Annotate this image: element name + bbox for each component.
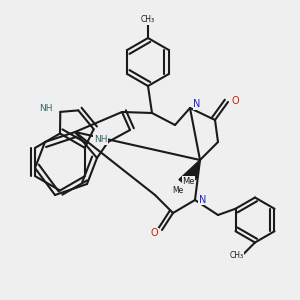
Text: CH₃: CH₃: [230, 250, 244, 260]
Text: O: O: [231, 250, 238, 260]
Text: NH: NH: [94, 135, 107, 144]
Text: O: O: [232, 96, 239, 106]
Polygon shape: [179, 160, 200, 184]
Text: N: N: [193, 99, 200, 109]
Polygon shape: [188, 160, 200, 180]
Text: N: N: [199, 195, 206, 205]
Text: NH: NH: [39, 104, 53, 113]
Text: CH₃: CH₃: [141, 15, 155, 24]
Text: O: O: [151, 228, 158, 238]
Text: Me: Me: [182, 176, 195, 185]
Text: Me: Me: [172, 186, 184, 195]
